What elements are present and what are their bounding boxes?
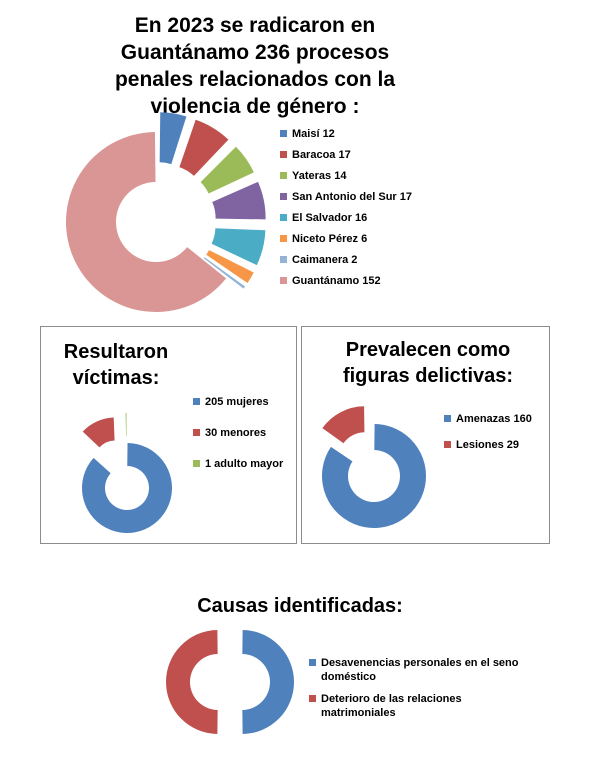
figuras-legend-swatch-0	[444, 415, 451, 422]
procesos-legend-swatch-5	[280, 235, 287, 242]
causas-slice-0	[242, 630, 295, 734]
chart-title-causas: Causas identificadas:	[197, 595, 403, 617]
procesos-legend-label-0: Maisí 12	[292, 128, 335, 140]
chart-title-victimas: Resultaron víctimas:	[63, 341, 169, 389]
procesos-legend-swatch-1	[280, 151, 287, 158]
figuras-legend-label-0: Amenazas 160	[456, 413, 532, 425]
procesos-legend-swatch-6	[280, 256, 287, 263]
chart-title-procesos: En 2023 se radicaron en Guantánamo 236 p…	[114, 14, 396, 118]
procesos-legend-label-2: Yateras 14	[292, 170, 347, 182]
chart-title-figuras: Prevalecen como figuras delictivas:	[342, 339, 514, 387]
procesos-legend-label-7: Guantánamo 152	[292, 275, 381, 287]
procesos-slice-3	[212, 181, 266, 220]
victimas-legend-swatch-1	[193, 429, 200, 436]
procesos-slice-7	[66, 132, 227, 312]
causas-legend-swatch-1	[309, 695, 316, 702]
procesos-legend-swatch-7	[280, 277, 287, 284]
victimas-legend-swatch-0	[193, 398, 200, 405]
procesos-legend-label-1: Baracoa 17	[292, 149, 351, 161]
procesos-slice-5	[206, 250, 254, 283]
procesos-legend-label-4: El Salvador 16	[292, 212, 368, 224]
victimas-legend-label-0: 205 mujeres	[205, 396, 269, 408]
figuras-slice-1	[322, 406, 365, 444]
procesos-legend-label-6: Caimanera 2	[292, 254, 358, 266]
procesos-legend-swatch-4	[280, 214, 287, 221]
victimas-slice-2	[125, 413, 127, 437]
procesos-slice-1	[179, 119, 229, 176]
victimas-slice-0	[82, 443, 173, 533]
procesos-legend-label-5: Niceto Pérez 6	[292, 233, 368, 245]
causas-legend-swatch-0	[309, 659, 316, 666]
figuras-legend-label-1: Lesiones 29	[456, 439, 519, 451]
procesos-legend-swatch-0	[280, 130, 287, 137]
victimas-legend-swatch-2	[193, 460, 200, 467]
procesos-legend-swatch-3	[280, 193, 287, 200]
procesos-slice-6	[203, 257, 246, 289]
victimas-legend-label-2: 1 adulto mayor	[205, 458, 284, 470]
procesos-slice-4	[211, 228, 266, 266]
victimas-slice-1	[82, 417, 115, 448]
causas-slice-1	[165, 630, 218, 734]
procesos-legend-label-3: San Antonio del Sur 17	[292, 191, 412, 203]
panel-victimas: Resultaron víctimas:	[40, 326, 297, 544]
procesos-slice-2	[200, 146, 254, 194]
victimas-legend-label-1: 30 menores	[205, 427, 267, 439]
procesos-slice-0	[159, 112, 187, 165]
figuras-slice-0	[322, 424, 427, 529]
figuras-legend-swatch-1	[444, 441, 451, 448]
causas-legend-label-0: Desavenencias personales en el seno domé…	[321, 657, 519, 683]
procesos-legend-swatch-2	[280, 172, 287, 179]
causas-legend-label-1: Deterioro de las relaciones matrimoniale…	[321, 693, 462, 719]
